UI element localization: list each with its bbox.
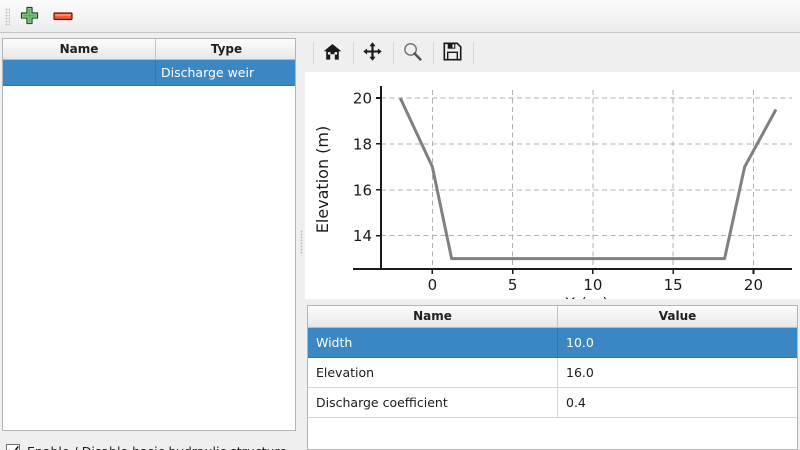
toolbar-separator — [393, 42, 394, 64]
y-tick-label: 20 — [353, 90, 372, 108]
x-tick-label: 20 — [744, 276, 763, 294]
checkmark-icon — [7, 445, 19, 450]
enable-structure-checkbox[interactable] — [6, 444, 20, 450]
param-name-cell[interactable]: Width — [308, 328, 558, 358]
y-tick-label: 18 — [353, 135, 372, 153]
chart-navigation-toolbar — [305, 33, 800, 72]
toolbar-separator — [353, 42, 354, 64]
structures-toolbar — [0, 0, 800, 33]
profile-line — [398, 97, 778, 261]
table-row[interactable]: Discharge weir — [3, 60, 295, 86]
y-axis-label: Elevation (m) — [313, 126, 332, 233]
structures-col-name[interactable]: Name — [3, 39, 156, 60]
home-icon — [323, 43, 342, 64]
x-tick-label: 10 — [583, 276, 602, 294]
table-row[interactable]: Discharge coefficient 0.4 — [308, 388, 797, 418]
parameters-table-header: Name Value — [308, 306, 797, 328]
pan-icon — [362, 42, 382, 64]
enable-structure-checkbox-row[interactable]: Enable / Disable basic hydraulic structu… — [6, 441, 287, 450]
y-tick-label: 14 — [353, 227, 372, 245]
param-value-cell[interactable]: 16.0 — [558, 358, 797, 388]
cross-section-chart[interactable]: 14 16 18 20 0 5 10 15 20 Elevation (m) X (m) — [305, 72, 800, 299]
chart-pan-button[interactable] — [358, 39, 386, 67]
x-tick-label: 0 — [428, 276, 438, 294]
chart-zoom-button[interactable] — [398, 39, 426, 67]
structures-col-type[interactable]: Type — [156, 39, 295, 60]
structure-type-cell[interactable]: Discharge weir — [156, 60, 295, 86]
x-axis-label: X (m) — [564, 294, 608, 299]
table-row[interactable]: Elevation 16.0 — [308, 358, 797, 388]
splitter-grip[interactable] — [300, 229, 303, 254]
parameters-table[interactable]: Name Value Width 10.0 Elevation 16.0 Dis… — [307, 305, 798, 450]
parameters-col-value[interactable]: Value — [558, 306, 797, 328]
cross-section-plot: 14 16 18 20 0 5 10 15 20 Elevation (m) X (m) — [313, 86, 792, 299]
x-tick-label: 5 — [508, 276, 518, 294]
minus-icon — [53, 10, 73, 25]
param-name-cell[interactable]: Discharge coefficient — [308, 388, 558, 418]
param-value-cell[interactable]: 0.4 — [558, 388, 797, 418]
chart-save-button[interactable] — [438, 39, 466, 67]
toolbar-separator — [433, 42, 434, 64]
panel-splitter[interactable] — [298, 33, 305, 450]
chart-home-button[interactable] — [318, 39, 346, 67]
toolbar-drag-handle[interactable] — [5, 8, 10, 26]
structures-table-header: Name Type — [3, 39, 295, 60]
x-tick-label: 15 — [664, 276, 683, 294]
details-panel: 14 16 18 20 0 5 10 15 20 Elevation (m) X (m) Name … — [305, 33, 800, 450]
zoom-icon — [403, 42, 422, 64]
add-structure-button[interactable] — [16, 4, 42, 30]
toolbar-separator — [473, 42, 474, 64]
parameters-col-name[interactable]: Name — [308, 306, 558, 328]
save-icon — [443, 42, 462, 64]
param-value-cell[interactable]: 10.0 — [558, 328, 797, 358]
toolbar-separator — [313, 42, 314, 64]
remove-structure-button[interactable] — [50, 4, 76, 30]
y-tick-label: 16 — [353, 181, 372, 199]
plus-icon — [20, 6, 39, 28]
enable-structure-label: Enable / Disable basic hydraulic structu… — [27, 444, 287, 450]
param-name-cell[interactable]: Elevation — [308, 358, 558, 388]
structures-panel: Name Type Discharge weir Enable / Disabl… — [0, 33, 298, 450]
structure-name-cell[interactable] — [3, 60, 156, 86]
structures-table[interactable]: Name Type Discharge weir — [2, 38, 296, 431]
table-row[interactable]: Width 10.0 — [308, 328, 797, 358]
